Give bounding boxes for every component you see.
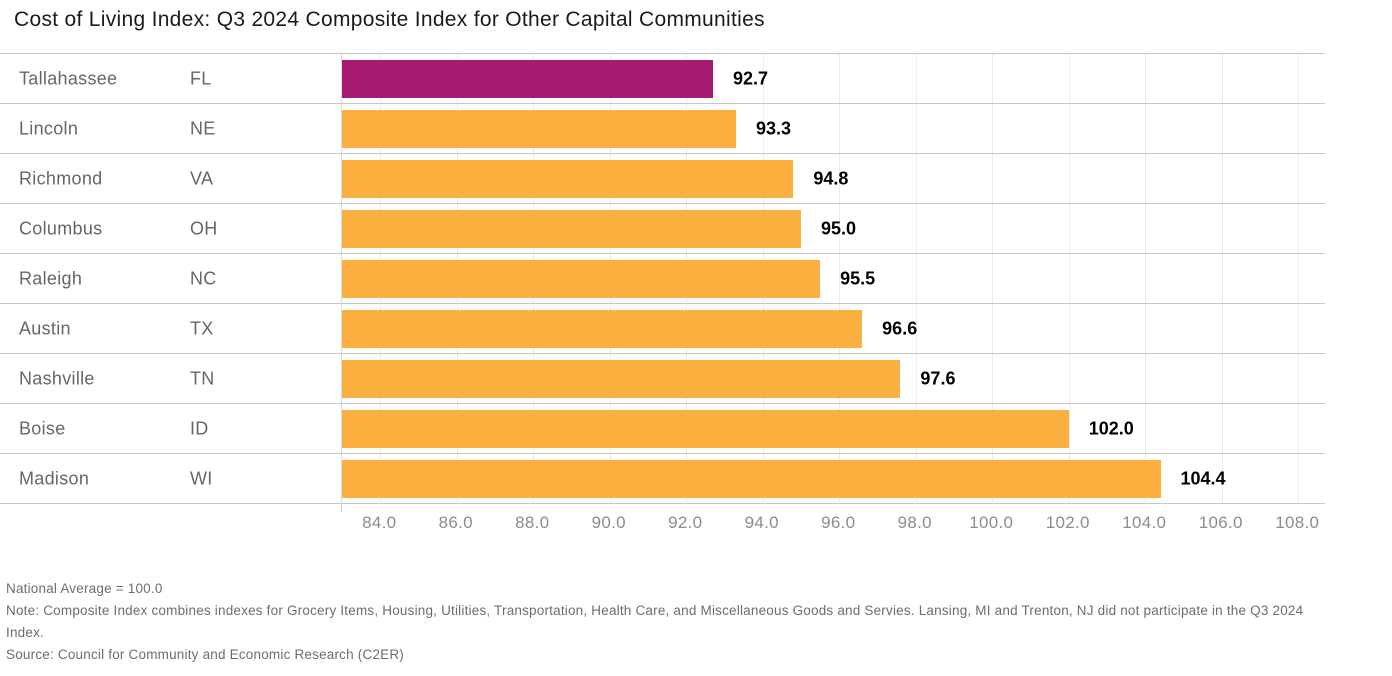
value-label: 92.7 [733,68,769,89]
bar [342,60,713,98]
city-label: Raleigh [19,268,83,288]
gridline [1145,53,1147,503]
x-tick-label: 96.0 [821,513,856,532]
axis-baseline [0,503,1325,504]
x-tick-label: 88.0 [515,513,550,532]
bar [342,210,801,248]
chart-row: Richmond VA 94.8 [0,153,1325,203]
chart-rows: Tallahassee FL 92.7 Lincoln NE 93.3 Richmond VA… [0,53,1325,503]
state-label: FL [190,68,212,88]
bar-track: 95.5 [341,254,1324,304]
bar [342,360,901,398]
value-label: 95.5 [840,268,876,289]
bar-track: 93.3 [341,104,1324,154]
city-label: Madison [19,468,90,488]
gridline [1068,53,1070,503]
value-label: 95.0 [820,218,857,239]
state-label: NC [190,268,217,288]
chart-row: Tallahassee FL 92.7 [0,53,1325,103]
state-label: VA [190,168,214,188]
bar-track: 102.0 [341,404,1324,454]
value-label: 104.4 [1180,468,1226,489]
state-label: TX [190,318,214,338]
x-tick-label: 90.0 [591,513,626,532]
bar-track: 96.6 [341,304,1324,354]
value-label: 97.6 [920,368,956,389]
value-label: 93.3 [755,118,791,139]
chart-note: Note: Composite Index combines indexes f… [6,603,1304,640]
footer: National Average = 100.0 Note: Composite… [6,578,1332,666]
chart-row: Madison WI 104.4 [0,453,1325,503]
city-label: Nashville [19,368,95,388]
national-average-note: National Average = 100.0 [6,581,163,596]
bar-track: 95.0 [341,204,1324,254]
bar [342,460,1161,498]
x-tick-label: 102.0 [1045,513,1090,532]
gridline [839,53,841,503]
value-label: 102.0 [1088,418,1134,439]
bar [342,310,863,348]
chart: Tallahassee FL 92.7 Lincoln NE 93.3 Richmond VA… [0,53,1325,504]
state-label: NE [190,118,216,138]
gridline [1221,53,1223,503]
x-tick-label: 104.0 [1122,513,1167,532]
state-label: TN [190,368,215,388]
x-tick-label: 86.0 [438,513,473,532]
gridline [992,53,994,503]
city-label: Boise [19,418,66,438]
city-label: Tallahassee [19,68,118,88]
axis-stub [341,503,342,512]
state-label: ID [190,418,209,438]
state-label: WI [190,468,213,488]
bar-track: 104.4 [341,454,1324,504]
x-tick-label: 98.0 [897,513,932,532]
state-label: OH [190,218,218,238]
bar-track: 92.7 [341,54,1324,104]
bar [342,260,821,298]
chart-row: Boise ID 102.0 [0,403,1325,453]
city-label: Columbus [19,218,103,238]
x-axis: 84.0 86.0 88.0 90.0 92.0 94.0 96.0 98.0 100.0 102… [341,503,1324,545]
bar [342,410,1069,448]
chart-row: Columbus OH 95.0 [0,203,1325,253]
x-tick-label: 100.0 [969,513,1014,532]
x-tick-label: 108.0 [1275,513,1320,532]
x-tick-label: 94.0 [744,513,779,532]
chart-title: Cost of Living Index: Q3 2024 Composite … [14,8,765,31]
chart-row: Austin TX 96.6 [0,303,1325,353]
gridline [915,53,917,503]
city-label: Austin [19,318,71,338]
chart-row: Raleigh NC 95.5 [0,253,1325,303]
bar [342,160,794,198]
bar-track: 97.6 [341,354,1324,404]
value-label: 94.8 [813,168,849,189]
chart-row: Lincoln NE 93.3 [0,103,1325,153]
bar [342,110,736,148]
source-note: Source: Council for Community and Econom… [6,647,404,662]
chart-row: Nashville TN 97.6 [0,353,1325,403]
value-label: 96.6 [882,318,918,339]
x-tick-label: 92.0 [668,513,703,532]
bar-track: 94.8 [341,154,1324,204]
x-tick-label: 84.0 [362,513,397,532]
city-label: Richmond [19,168,103,188]
city-label: Lincoln [19,118,79,138]
x-tick-label: 106.0 [1198,513,1243,532]
gridline [1298,53,1300,503]
